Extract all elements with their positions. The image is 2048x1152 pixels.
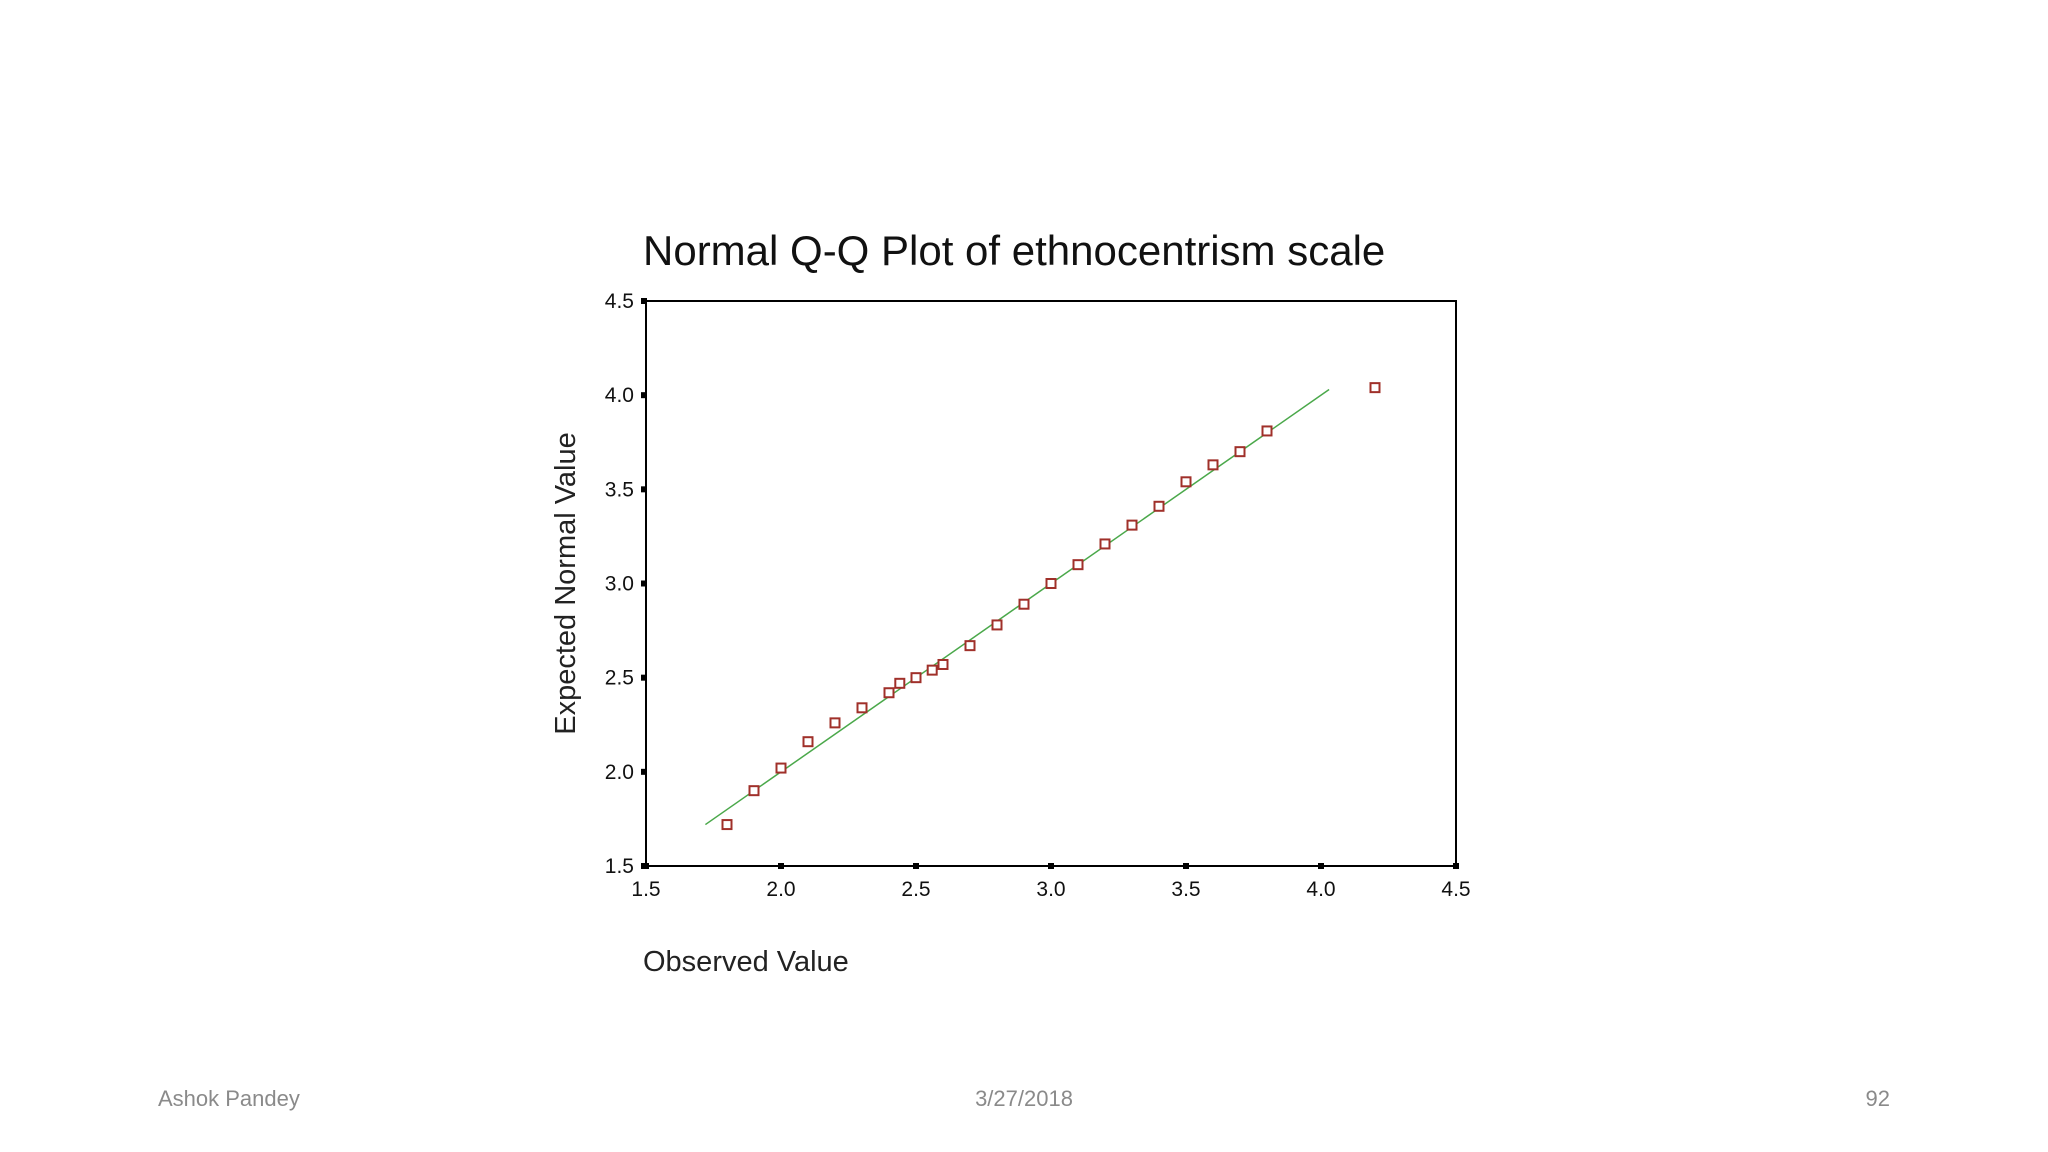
y-tick-label: 1.5 (605, 855, 634, 878)
x-tick-label: 4.5 (1441, 878, 1470, 901)
y-tick-label: 4.5 (605, 290, 634, 313)
y-tick-mark (641, 392, 647, 399)
data-point (883, 687, 895, 699)
data-point (926, 664, 938, 676)
x-tick-label: 3.0 (1036, 878, 1065, 901)
x-tick-mark (1048, 863, 1054, 869)
y-tick-mark (641, 580, 647, 587)
x-tick-mark (913, 863, 919, 869)
data-point (991, 619, 1003, 631)
y-axis-label: Expected Normal Value (550, 432, 582, 735)
y-tick-label: 2.0 (605, 761, 634, 784)
data-point (1369, 382, 1381, 394)
data-point (1018, 598, 1030, 610)
x-tick-mark (778, 863, 784, 869)
data-point (748, 785, 760, 797)
x-tick-label: 2.5 (901, 878, 930, 901)
chart-title: Normal Q-Q Plot of ethnocentrism scale (643, 227, 1385, 274)
y-tick-mark (641, 486, 647, 493)
data-point (1207, 459, 1219, 471)
x-tick-mark (643, 863, 649, 869)
x-tick-label: 2.0 (766, 878, 795, 901)
x-tick-label: 3.5 (1171, 878, 1200, 901)
data-point (856, 702, 868, 714)
x-tick-mark (1318, 863, 1324, 869)
footer-date: 3/27/2018 (975, 1086, 1073, 1111)
data-point (1261, 425, 1273, 437)
x-tick-label: 4.0 (1306, 878, 1335, 901)
data-point (1126, 519, 1138, 531)
data-point (1153, 500, 1165, 512)
y-tick-mark (641, 674, 647, 681)
x-tick-label: 1.5 (631, 878, 660, 901)
y-tick-mark (641, 768, 647, 775)
y-tick-label: 2.5 (605, 667, 634, 690)
y-tick-mark (641, 298, 647, 304)
data-points (721, 382, 1381, 831)
data-point (937, 658, 949, 670)
y-axis-ticks: 1.5 2.0 2.5 3.0 3.5 4.0 4.5 (605, 290, 647, 878)
y-tick-label: 3.0 (605, 573, 634, 596)
data-point (1180, 476, 1192, 488)
x-tick-mark (1453, 863, 1459, 869)
x-axis-ticks: 1.5 2.0 2.5 3.0 3.5 4.0 4.5 (631, 863, 1471, 901)
data-point (829, 717, 841, 729)
data-point (802, 736, 814, 748)
data-point (1072, 559, 1084, 571)
data-point (721, 819, 733, 831)
y-tick-label: 4.0 (605, 384, 634, 407)
data-point (775, 762, 787, 774)
data-point (1045, 578, 1057, 589)
footer-page-number: 92 (1865, 1086, 1890, 1111)
x-axis-label: Observed Value (643, 946, 849, 978)
data-point (964, 640, 976, 652)
data-point (894, 677, 906, 689)
data-point (1099, 538, 1111, 550)
reference-line (704, 388, 1330, 826)
data-point (910, 672, 922, 684)
y-tick-label: 3.5 (605, 478, 634, 501)
footer-author: Ashok Pandey (158, 1086, 300, 1111)
x-tick-mark (1183, 863, 1189, 869)
data-point (1234, 446, 1246, 458)
